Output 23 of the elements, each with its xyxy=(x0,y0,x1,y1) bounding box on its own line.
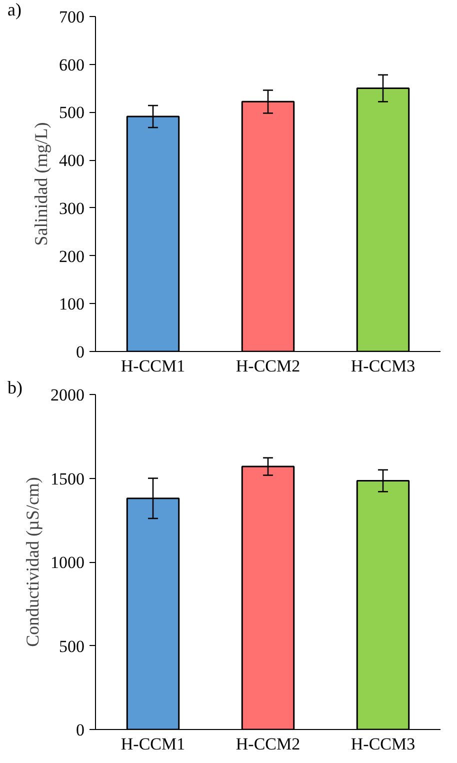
text: a) xyxy=(8,0,22,20)
x-tick-label: H-CCM1 xyxy=(120,734,186,754)
y-axis-title: Conductividad (µS/cm) xyxy=(22,477,42,647)
y-tick-label: 300 xyxy=(59,198,84,218)
y-tick-label: 1000 xyxy=(50,553,84,572)
y-tick-label: 200 xyxy=(59,246,84,266)
x-tick-label: H-CCM3 xyxy=(350,734,416,754)
x-tick-label: H-CCM2 xyxy=(236,734,300,754)
y-axis-title: Salinidad (mg/L) xyxy=(31,122,51,246)
y-tick-label: 0 xyxy=(76,720,84,740)
x-tick-label: H-CCM1 xyxy=(120,356,186,376)
y-tick-label: 400 xyxy=(59,151,84,170)
x-tick-label: H-CCM2 xyxy=(236,356,300,376)
y-tick-label: 500 xyxy=(59,636,84,656)
x-tick-label: H-CCM3 xyxy=(350,356,416,376)
y-tick-label: 500 xyxy=(59,103,84,122)
y-tick-label: 2000 xyxy=(50,386,84,404)
y-tick-label: 0 xyxy=(76,342,84,362)
text: b) xyxy=(8,378,22,398)
y-tick-label: 1500 xyxy=(50,469,84,488)
y-tick-label: 700 xyxy=(59,8,84,26)
y-tick-label: 600 xyxy=(59,55,84,74)
y-tick-label: 100 xyxy=(59,294,84,314)
